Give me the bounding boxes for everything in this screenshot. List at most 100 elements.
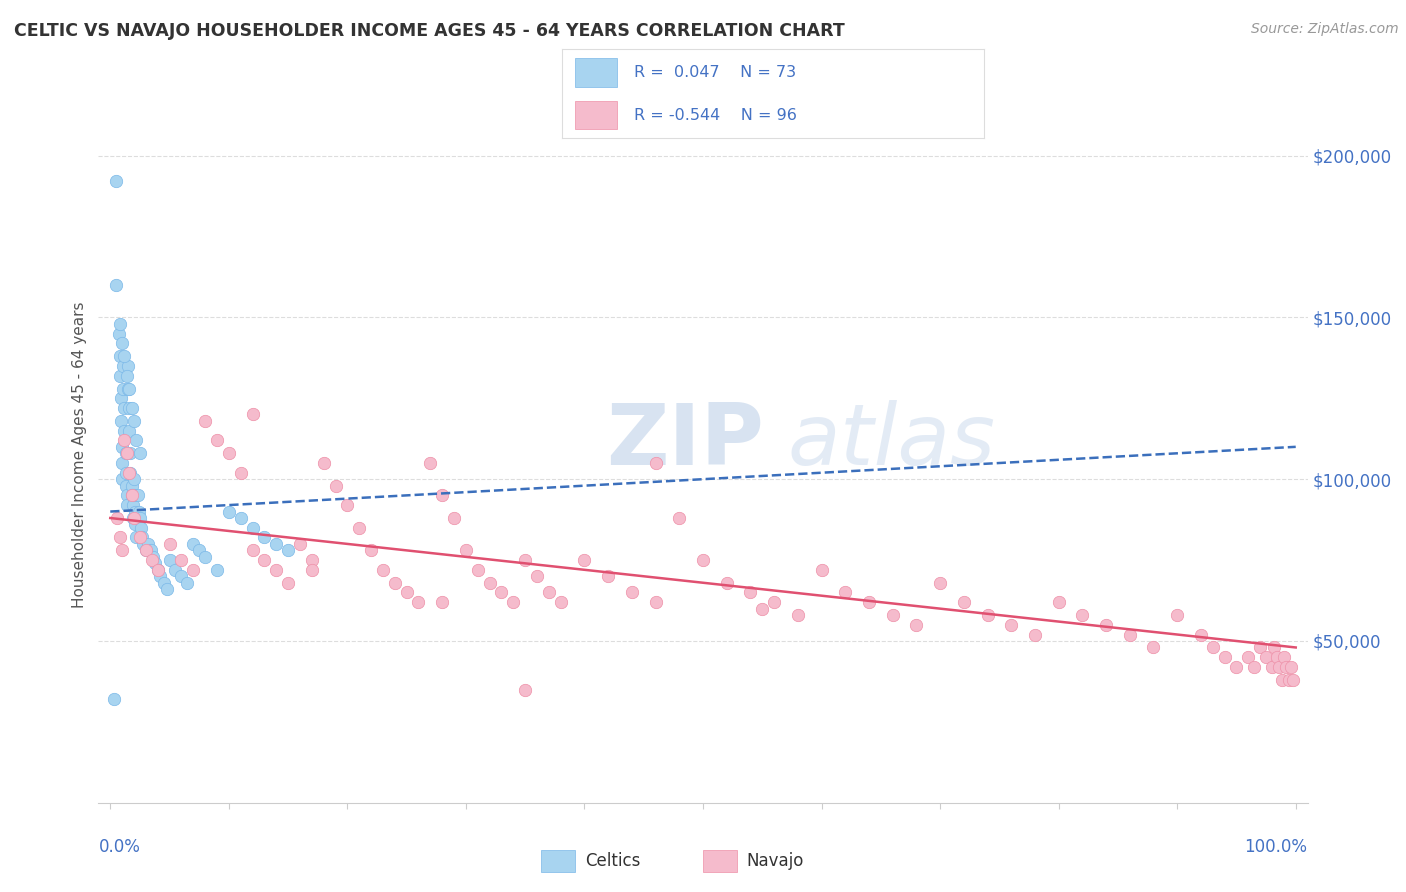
Point [115,368,138,383]
Point [1275,660,1298,674]
Point [205,434,228,448]
Point [1071,608,1094,623]
Point [110,392,132,406]
Point [1278,673,1301,687]
Point [1095,617,1118,632]
Bar [575,101,617,129]
Point [408,595,430,609]
Point [111,440,134,454]
Point [108,349,131,363]
Text: Celtics: Celtics [585,852,640,870]
Point [114,466,136,480]
Point [644,456,666,470]
Point [810,563,832,577]
Point [108,317,131,331]
Point [108,368,131,383]
Point [110,414,132,428]
Point [1261,660,1284,674]
Point [181,563,204,577]
Point [1249,640,1271,655]
Point [114,424,136,438]
Point [1047,595,1070,609]
Point [114,349,136,363]
Point [395,585,418,599]
Point [1268,660,1291,674]
Point [188,543,211,558]
Point [1166,608,1188,623]
Point [336,498,359,512]
Point [1237,650,1260,665]
Point [229,466,252,480]
Point [1265,650,1288,665]
Point [115,446,138,460]
Point [537,585,560,599]
Point [121,498,143,512]
Point [141,553,163,567]
Point [1282,673,1305,687]
Point [108,531,131,545]
Point [882,608,904,623]
Point [112,359,135,373]
Point [740,585,762,599]
Point [1263,640,1285,655]
Point [135,543,157,558]
Point [105,511,128,525]
Point [111,472,134,486]
Point [111,336,134,351]
Point [325,478,347,492]
Point [1000,617,1022,632]
Point [454,543,477,558]
Point [114,446,136,460]
Point [117,382,139,396]
Point [1270,673,1292,687]
Point [105,278,128,293]
Point [114,478,136,492]
Point [242,408,264,422]
Point [114,434,136,448]
Text: atlas: atlas [787,400,995,483]
Point [574,553,596,567]
Point [131,531,153,545]
Point [176,575,198,590]
Point [515,553,537,567]
Point [1142,640,1164,655]
Point [143,557,166,571]
Point [432,595,454,609]
Point [146,563,169,577]
Point [277,543,299,558]
Point [125,434,148,448]
Text: Navajo: Navajo [747,852,804,870]
Point [136,537,159,551]
Point [152,575,174,590]
Bar [703,849,737,872]
Point [360,543,382,558]
Point [111,543,134,558]
Point [502,595,524,609]
Point [135,543,157,558]
Point [751,601,773,615]
Point [120,446,142,460]
Point [125,531,148,545]
Point [112,382,135,396]
Point [371,563,394,577]
Point [124,517,146,532]
Point [121,511,143,525]
Point [478,575,501,590]
Point [129,521,152,535]
Point [347,521,370,535]
Point [159,553,181,567]
Point [242,521,264,535]
Point [218,504,240,518]
Point [111,456,134,470]
Point [121,478,143,492]
Point [181,537,204,551]
Point [229,511,252,525]
Point [159,537,181,551]
Point [644,595,666,609]
Point [118,382,141,396]
Point [127,488,149,502]
Point [301,553,323,567]
Point [384,575,406,590]
Point [253,553,276,567]
Point [515,682,537,697]
